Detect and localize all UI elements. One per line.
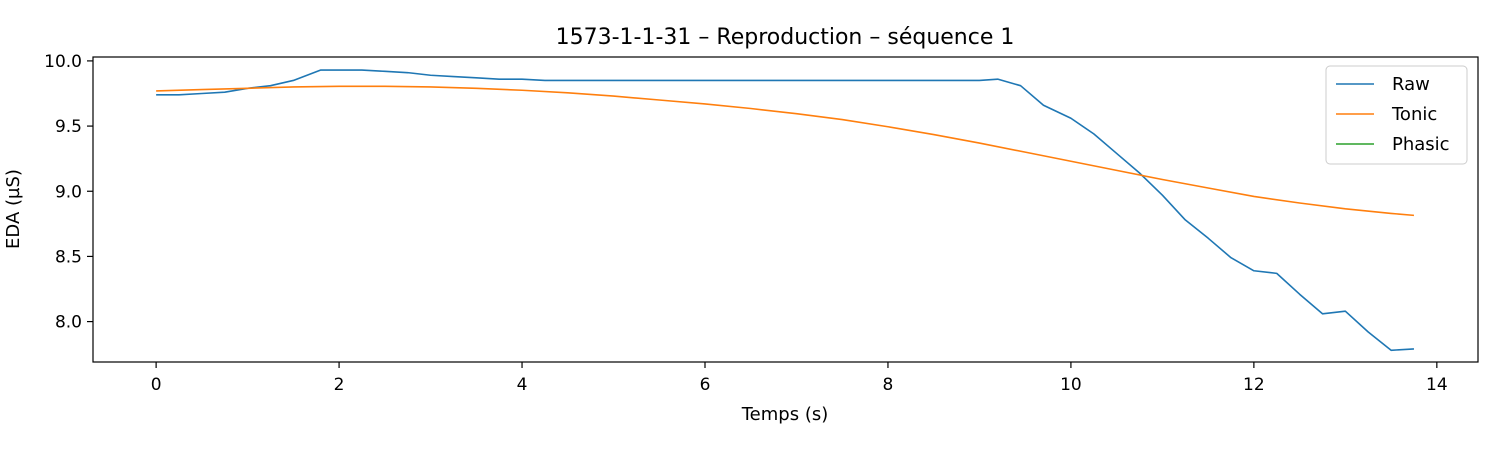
x-tick-label: 6 <box>700 375 711 395</box>
series-line-tonic <box>156 85 1415 217</box>
y-tick-label: 8.0 <box>55 313 82 333</box>
y-tick-label: 8.5 <box>55 247 82 267</box>
y-tick-label: 10.0 <box>44 52 82 72</box>
x-tick-label: 12 <box>1243 375 1265 395</box>
y-tick-label: 9.0 <box>55 182 82 202</box>
chart-title: 1573-1-1-31 – Reproduction – séquence 1 <box>556 25 1015 50</box>
x-axis-label: Temps (s) <box>741 404 829 425</box>
x-tick-label: 2 <box>334 375 345 395</box>
x-tick-label: 0 <box>151 375 162 395</box>
y-tick-label: 9.5 <box>55 117 82 137</box>
series-line-raw <box>156 69 1415 352</box>
legend-box <box>1325 65 1468 165</box>
x-tick-label: 10 <box>1060 375 1082 395</box>
legend: Raw Tonic Phasic <box>1325 65 1468 165</box>
x-tick-label: 4 <box>517 375 528 395</box>
x-tick-label: 8 <box>883 375 894 395</box>
legend-label-tonic: Tonic <box>1391 104 1437 125</box>
legend-label-phasic: Phasic <box>1392 134 1450 155</box>
y-axis-label: EDA (µS) <box>3 169 24 249</box>
legend-label-raw: Raw <box>1392 74 1430 95</box>
x-tick-label: 14 <box>1426 375 1448 395</box>
plot-frame <box>92 56 1479 363</box>
